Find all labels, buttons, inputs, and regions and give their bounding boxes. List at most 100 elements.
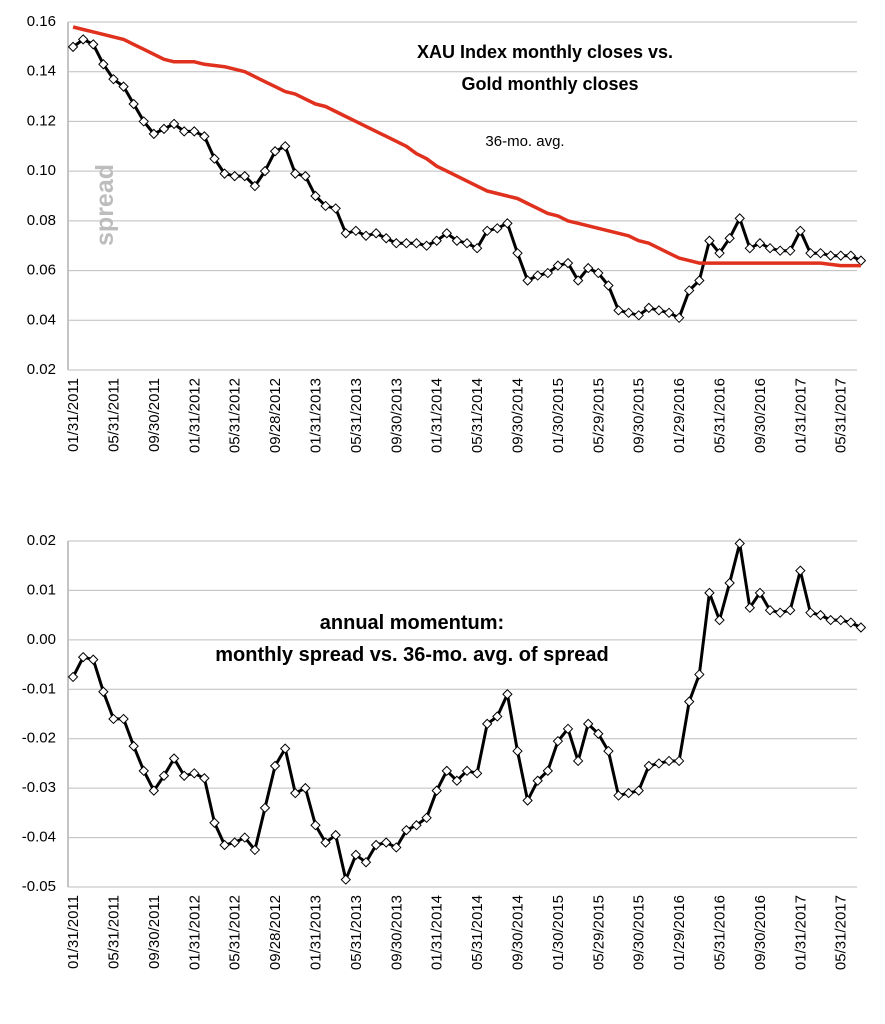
data-point	[421, 812, 432, 824]
data-point	[704, 235, 715, 246]
x-tick-label: 01/31/2014	[429, 895, 446, 970]
data-point	[118, 81, 129, 92]
data-point	[431, 785, 442, 796]
chart-title: monthly spread vs. 36-mo. avg. of spread	[215, 644, 608, 666]
data-point	[704, 587, 715, 599]
data-point	[583, 718, 594, 730]
x-tick-label: 01/31/2012	[186, 895, 203, 970]
x-tick-label: 01/29/2016	[671, 895, 688, 970]
data-point	[492, 223, 503, 234]
data-point	[623, 787, 634, 799]
data-point	[138, 116, 149, 127]
data-point	[572, 755, 584, 767]
data-point	[108, 73, 119, 85]
data-point	[441, 228, 453, 239]
data-point	[795, 565, 806, 576]
data-point	[421, 240, 432, 251]
data-point	[694, 275, 705, 286]
data-point	[128, 98, 139, 110]
data-point	[583, 262, 594, 274]
x-tick-label: 09/30/2013	[388, 378, 405, 453]
x-tick-label: 05/31/2017	[833, 895, 850, 970]
data-point	[532, 775, 543, 786]
data-point	[259, 165, 271, 177]
data-point	[98, 686, 109, 697]
x-tick-label: 01/31/2014	[429, 378, 446, 453]
data-point	[249, 180, 261, 192]
data-point	[370, 228, 382, 239]
data-point	[451, 235, 463, 246]
y-tick-label: 0.10	[27, 162, 56, 179]
data-point	[774, 607, 786, 618]
data-point	[855, 255, 867, 266]
data-point	[158, 123, 170, 135]
data-point	[764, 242, 776, 254]
y-tick-label: -0.03	[22, 779, 56, 796]
data-point	[845, 250, 857, 261]
data-point	[512, 247, 523, 259]
x-tick-label: 05/31/2011	[105, 895, 122, 969]
data-point	[350, 225, 362, 237]
data-point	[148, 128, 160, 140]
data-point	[219, 839, 230, 851]
series-label: spread	[91, 164, 119, 246]
data-point	[461, 765, 473, 777]
data-point	[189, 768, 200, 779]
x-tick-label: 09/30/2013	[388, 895, 405, 970]
data-point	[360, 230, 372, 241]
data-point	[229, 837, 240, 848]
data-point	[108, 713, 119, 725]
x-tick-label: 01/31/2012	[186, 378, 203, 453]
x-tick-label: 01/29/2016	[671, 378, 688, 453]
data-point	[229, 170, 240, 182]
data-point	[694, 669, 705, 680]
x-tick-label: 05/31/2013	[348, 378, 365, 453]
data-point	[835, 250, 846, 261]
data-point	[401, 824, 412, 836]
data-point	[259, 802, 271, 814]
data-point	[754, 587, 766, 599]
y-tick-label: 0.02	[27, 361, 56, 378]
data-point	[744, 602, 756, 613]
data-point	[411, 820, 422, 831]
data-point	[734, 213, 745, 224]
data-point	[754, 238, 766, 249]
data-point	[98, 59, 109, 70]
data-point	[795, 225, 806, 237]
data-point	[431, 235, 442, 246]
data-point	[785, 604, 796, 616]
data-point	[138, 765, 149, 777]
x-tick-label: 09/30/2015	[631, 895, 648, 970]
data-point	[189, 126, 200, 137]
y-tick-label: 0.02	[27, 532, 56, 549]
x-tick-label: 01/31/2011	[65, 378, 82, 452]
chart-title: annual momentum:	[320, 612, 504, 634]
data-point	[380, 233, 392, 244]
data-point	[219, 168, 230, 179]
data-point	[855, 622, 867, 633]
data-point	[148, 785, 160, 796]
series-line	[71, 542, 862, 882]
data-point	[199, 131, 210, 142]
data-point	[542, 765, 554, 777]
data-point	[552, 260, 564, 271]
data-point	[209, 153, 220, 164]
data-point	[734, 538, 745, 549]
data-point	[744, 242, 756, 254]
data-point	[279, 141, 291, 152]
data-point	[279, 743, 291, 754]
y-tick-label: 0.06	[27, 262, 56, 279]
data-point	[168, 118, 180, 130]
y-tick-label: -0.02	[22, 730, 56, 747]
data-point	[249, 844, 261, 856]
y-tick-label: 0.00	[27, 631, 56, 648]
x-tick-label: 09/28/2012	[267, 895, 284, 970]
data-point	[178, 770, 190, 781]
x-tick-label: 09/30/2014	[510, 895, 527, 970]
data-point	[724, 577, 735, 589]
x-tick-label: 05/31/2012	[227, 895, 244, 970]
x-tick-label: 09/30/2016	[752, 378, 769, 453]
data-point	[320, 837, 331, 848]
y-tick-label: 0.08	[27, 212, 56, 229]
data-point	[502, 689, 513, 700]
